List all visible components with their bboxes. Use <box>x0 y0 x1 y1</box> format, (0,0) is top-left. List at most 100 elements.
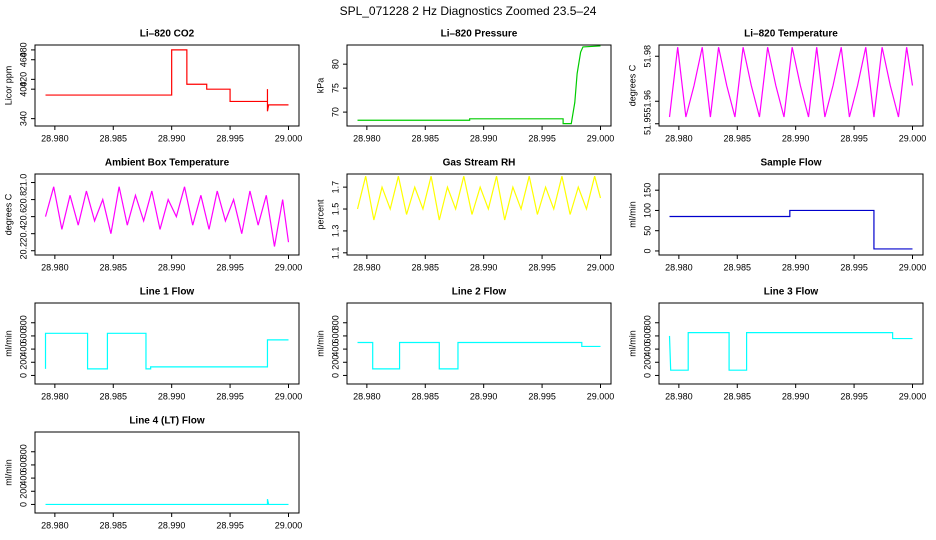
y-tick-label: 340 <box>18 111 28 126</box>
plot-frame <box>658 173 924 256</box>
x-tick-label: 29.000 <box>275 133 303 143</box>
plot-frame <box>34 302 300 385</box>
y-axis-label: ml/min <box>3 330 13 357</box>
x-tick-label: 28.995 <box>840 133 868 143</box>
plot-frame <box>34 173 300 256</box>
x-tick-label: 28.985 <box>723 133 751 143</box>
panel-title: Gas Stream RH <box>443 158 516 169</box>
x-tick-label: 28.990 <box>470 391 498 401</box>
y-tick-label: 420 <box>18 72 28 87</box>
x-tick-label: 28.990 <box>158 262 186 272</box>
y-tick-label: 0 <box>18 502 28 507</box>
x-tick-label: 28.995 <box>528 391 556 401</box>
y-tick-label: 200 <box>18 484 28 499</box>
y-tick-label: 200 <box>642 355 652 370</box>
panel-title: Li–820 Pressure <box>441 29 518 40</box>
y-tick-label: 20.4 <box>18 225 28 243</box>
x-tick-label: 28.985 <box>99 391 127 401</box>
y-tick-label: 200 <box>18 355 28 370</box>
y-tick-label: 400 <box>18 342 28 357</box>
x-tick-label: 28.985 <box>411 133 439 143</box>
panel-title: Ambient Box Temperature <box>105 158 230 169</box>
y-tick-label: 600 <box>642 328 652 343</box>
y-tick-label: 800 <box>18 444 28 459</box>
x-tick-label: 28.980 <box>41 520 69 530</box>
x-tick-label: 28.980 <box>41 262 69 272</box>
y-tick-label: 400 <box>18 82 28 97</box>
x-tick-label: 28.985 <box>99 133 127 143</box>
y-tick-label: 0 <box>18 373 28 378</box>
x-tick-label: 29.000 <box>899 133 927 143</box>
data-line <box>357 45 601 125</box>
x-tick-label: 28.990 <box>158 133 186 143</box>
x-tick-label: 28.985 <box>411 262 439 272</box>
y-tick-label: 20.6 <box>18 208 28 226</box>
x-tick-label: 28.980 <box>353 391 381 401</box>
x-tick-label: 28.995 <box>216 391 244 401</box>
y-tick-label: 100 <box>642 203 652 218</box>
data-line <box>668 332 913 371</box>
y-tick-label: 1.1 <box>330 247 340 260</box>
y-tick-label: 600 <box>18 328 28 343</box>
x-tick-label: 28.995 <box>840 391 868 401</box>
y-axis-label: kPa <box>315 78 325 94</box>
x-tick-label: 28.980 <box>665 262 693 272</box>
y-tick-label: 600 <box>330 328 340 343</box>
x-tick-label: 28.985 <box>99 262 127 272</box>
x-tick-label: 29.000 <box>899 391 927 401</box>
x-tick-label: 29.000 <box>587 133 615 143</box>
y-tick-label: 400 <box>642 342 652 357</box>
x-tick-label: 29.000 <box>275 520 303 530</box>
x-tick-label: 28.995 <box>216 133 244 143</box>
plot-frame <box>658 44 924 127</box>
plot-frame <box>346 302 612 385</box>
x-tick-label: 28.985 <box>723 391 751 401</box>
data-line <box>668 47 914 118</box>
x-tick-label: 29.000 <box>899 262 927 272</box>
y-tick-label: 1.3 <box>330 225 340 238</box>
x-tick-label: 28.980 <box>665 391 693 401</box>
x-tick-label: 28.990 <box>158 520 186 530</box>
y-axis-label: ml/min <box>3 459 13 486</box>
y-tick-label: 800 <box>18 315 28 330</box>
x-tick-label: 28.995 <box>216 262 244 272</box>
y-tick-label: 150 <box>642 183 652 198</box>
plot-frame <box>34 431 300 514</box>
y-axis-label: ml/min <box>627 330 637 357</box>
x-tick-label: 28.990 <box>158 391 186 401</box>
data-line <box>45 49 289 112</box>
y-axis-label: degrees C <box>3 193 13 235</box>
x-tick-label: 28.980 <box>41 391 69 401</box>
plot-frame <box>34 44 300 127</box>
y-tick-label: 51.96 <box>642 90 652 113</box>
y-tick-label: 600 <box>18 457 28 472</box>
y-tick-label: 200 <box>330 355 340 370</box>
x-tick-label: 28.990 <box>782 262 810 272</box>
y-tick-label: 70 <box>330 107 340 117</box>
panel-title: Line 2 Flow <box>452 287 507 298</box>
y-tick-label: 20.2 <box>18 242 28 260</box>
y-tick-label: 400 <box>330 342 340 357</box>
x-tick-label: 28.980 <box>665 133 693 143</box>
x-tick-label: 28.995 <box>216 520 244 530</box>
x-tick-label: 28.990 <box>470 262 498 272</box>
y-tick-label: 1.7 <box>330 181 340 194</box>
y-axis-label: ml/min <box>315 330 325 357</box>
y-tick-label: 20.8 <box>18 191 28 209</box>
x-tick-label: 28.990 <box>782 133 810 143</box>
plot-frame <box>346 173 612 256</box>
y-tick-label: 800 <box>642 315 652 330</box>
x-tick-label: 28.995 <box>528 133 556 143</box>
x-tick-label: 28.980 <box>41 133 69 143</box>
x-tick-label: 29.000 <box>587 262 615 272</box>
y-tick-label: 0 <box>642 373 652 378</box>
panel-title: Line 1 Flow <box>140 287 195 298</box>
y-tick-label: 50 <box>642 226 652 236</box>
y-tick-label: 80 <box>330 59 340 69</box>
data-line <box>45 499 289 506</box>
x-tick-label: 28.980 <box>353 262 381 272</box>
y-tick-label: 51.98 <box>642 45 652 68</box>
y-tick-label: 400 <box>18 471 28 486</box>
